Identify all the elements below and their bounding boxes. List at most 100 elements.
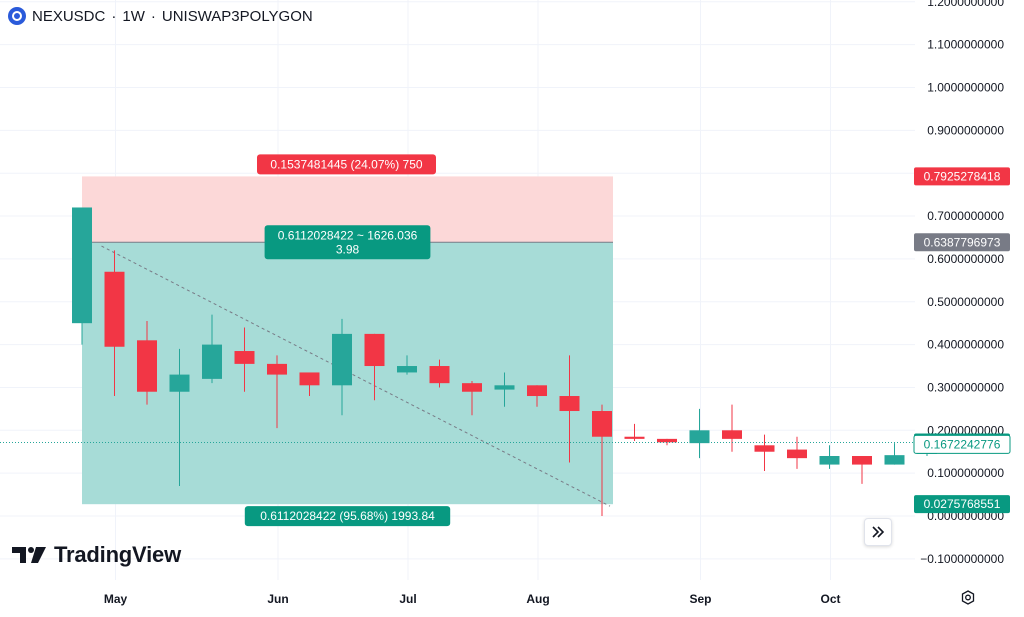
candle-down [137,321,157,405]
candle-body [754,445,775,452]
candle-body [787,449,807,459]
candle-up [169,348,190,487]
x-tick-label: Aug [526,592,549,606]
candle-up [689,408,710,459]
y-tick-label: −0.1000000000 [920,552,1004,566]
candle-body [852,456,872,465]
price-tag: 0.6387796973 [914,233,1010,252]
y-tick-label: 0.6000000000 [927,252,1004,266]
candle-body [494,385,515,390]
candle-up [819,445,840,469]
candle-body [462,383,482,392]
y-tick-label: 0.7000000000 [927,209,1004,223]
target-label-background [244,506,451,527]
candle-down [852,456,872,484]
candle-body [267,363,287,375]
tradingview-wordmark: TradingView [54,542,181,567]
x-tick-label: Sep [689,592,711,606]
candle-body [884,455,905,465]
y-tick-label: 0.9000000000 [927,123,1004,137]
y-tick-label: 1.0000000000 [927,81,1004,95]
candle-up [397,355,417,375]
candle-body [397,366,417,373]
entry-label-background [264,225,431,260]
candle-down [592,404,612,516]
coin-logo-icon [8,7,26,25]
candle-up [202,314,222,384]
price-tag-background [913,434,1011,454]
position-diagonal-line [101,245,611,507]
candle-body [819,456,840,465]
x-tick-label: Jul [399,592,416,606]
candle-down [754,434,775,472]
candle-down [104,250,125,397]
price-tag: 0.1672242776 [913,434,1011,454]
candle-body [722,430,742,439]
time-axis: May Jun Jul Aug Sep Oct [104,592,841,606]
candle-down [559,355,580,463]
symbol-header[interactable]: NEXUSDC · 1W · UNISWAP3POLYGON [8,7,313,25]
y-tick-label: 0.3000000000 [927,380,1004,394]
y-tick-label: 0.4000000000 [927,338,1004,352]
candle-up [332,318,352,416]
y-tick-label: 1.1000000000 [927,38,1004,52]
candle-up [884,443,905,465]
candle-down [722,404,742,452]
candle-body [299,372,320,386]
symbol-name: NEXUSDC [32,7,106,25]
header-separator: · [150,7,156,25]
scroll-to-realtime-button[interactable] [864,518,892,546]
stop-loss-label-text: 0.1537481445 (24.07%) 750 [270,157,422,171]
candle-body [657,438,677,443]
stop-loss-label: 0.1537481445 (24.07%) 750 [257,154,436,175]
exchange-label: UNISWAP3POLYGON [161,7,313,25]
price-tag-text: 0.0275768551 [924,497,1001,511]
candle-body [169,374,190,392]
chart-settings-button[interactable] [959,589,977,607]
stop-loss-label-background [257,154,436,175]
candle-body [332,333,352,386]
candle-body [104,271,125,347]
gear-icon [961,590,975,605]
price-tag-background [914,233,1010,252]
price-tag-background [914,167,1010,186]
candle-body [624,436,645,439]
double-chevron-right-icon [872,526,885,538]
tradingview-logo-icon [12,547,46,563]
candle-up [494,372,515,407]
y-tick-label: 0.5000000000 [927,295,1004,309]
price-tag-text: 0.7925278418 [924,169,1001,183]
candle-body [234,351,255,364]
price-tag-background [914,495,1010,514]
target-label: 0.6112028422 (95.68%) 1993.84 [244,506,451,527]
tradingview-logo[interactable]: TradingView [12,542,181,568]
price-tag-text: 0.6387796973 [924,235,1001,249]
candle-down [527,385,547,407]
candle-body [559,396,580,412]
price-tag-text: 0.1672242776 [924,437,1001,451]
candle-down [429,359,450,388]
header-separator: · [111,7,117,25]
candle-body [364,333,385,367]
candle-body [689,430,710,444]
y-tick-label: 1.2000000000 [927,0,1004,9]
candle-down [624,423,645,442]
candle-body [202,344,222,379]
candle-up [72,207,92,345]
entry-label-text: 0.6112028422 ~ 1626.036 [278,228,418,242]
price-tag: 0.7925278418 [914,167,1010,186]
x-tick-label: Jun [267,592,288,606]
candle-down [462,381,482,416]
candle-down [787,436,807,469]
y-tick-label: 0.1000000000 [927,466,1004,480]
entry-label-text: 3.98 [336,242,360,256]
candle-body [527,385,547,397]
candle-down [299,372,320,397]
target-label-text: 0.6112028422 (95.68%) 1993.84 [260,509,435,523]
candle-body [72,207,92,324]
interval-label: 1W [122,7,145,25]
candle-down [234,327,255,392]
candle-body [429,366,450,384]
